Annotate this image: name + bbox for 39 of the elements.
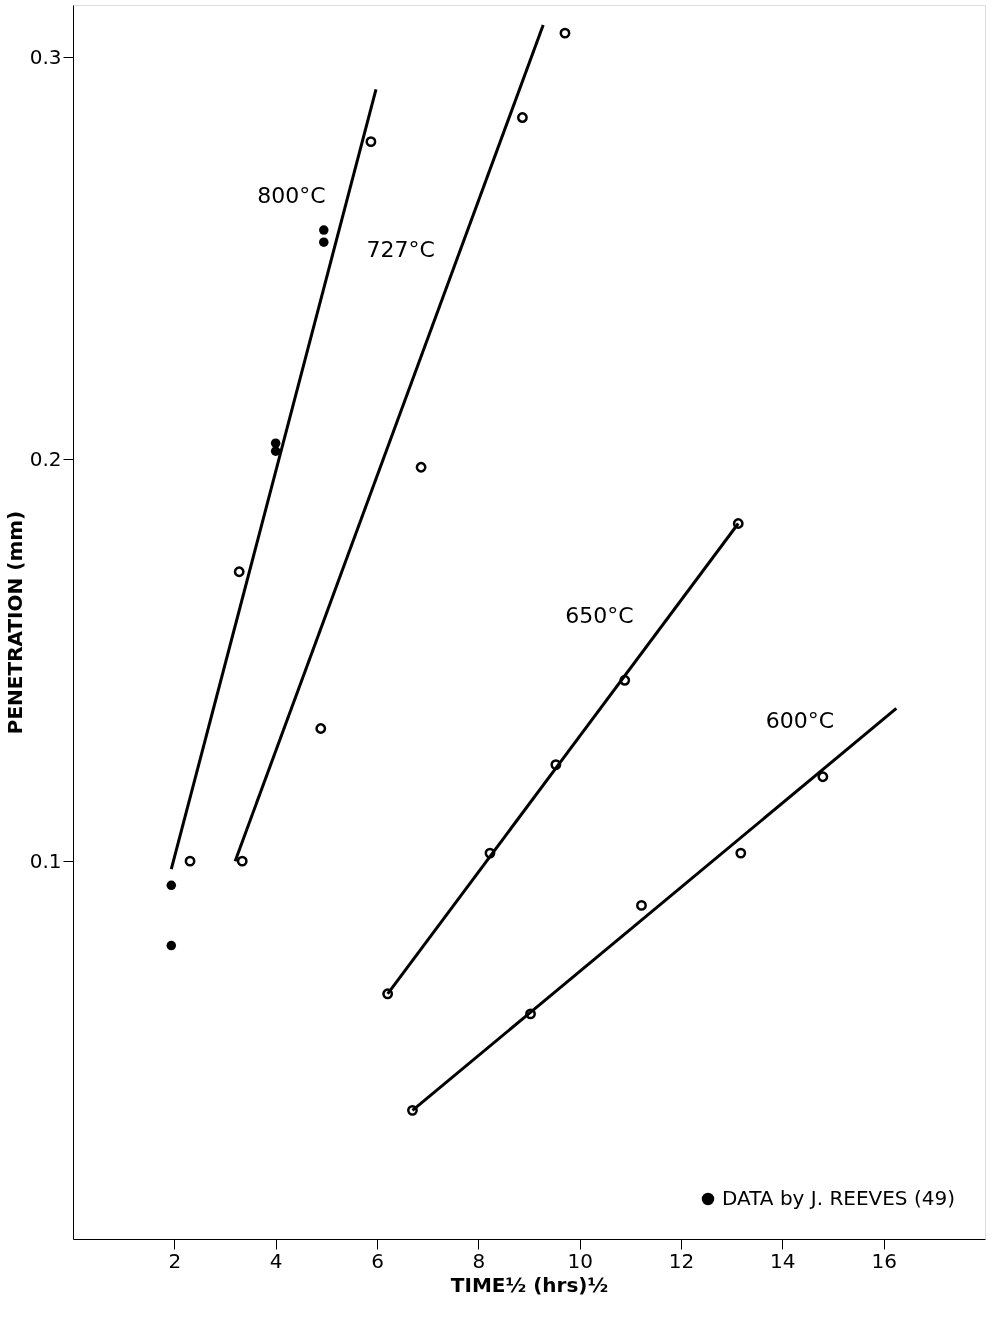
- point: [233, 566, 245, 578]
- annotation: 650°C: [565, 603, 634, 629]
- point: [619, 674, 631, 686]
- y-tick-label: 0.1: [29, 848, 62, 873]
- annotation: 600°C: [765, 707, 835, 733]
- x-tick-label: 16: [871, 1248, 897, 1273]
- point: [415, 461, 427, 473]
- annotation: 727°C: [366, 236, 435, 262]
- x-tick-label: 12: [668, 1248, 695, 1273]
- x-tick-label: 2: [168, 1248, 182, 1273]
- point: [484, 847, 496, 859]
- y-tick-label: 0.3: [29, 44, 62, 69]
- point: [817, 771, 829, 783]
- point: [236, 855, 248, 867]
- x-tick-label: 10: [567, 1248, 593, 1273]
- point: [735, 847, 747, 859]
- legend-label: DATA by J. REEVES (49): [722, 1186, 955, 1210]
- annotation: 800°C: [257, 183, 326, 209]
- point: [166, 940, 177, 951]
- point: [319, 237, 329, 247]
- point: [365, 136, 377, 148]
- point: [550, 759, 562, 771]
- x-axis-title: TIME½ (hrs)½: [450, 1272, 609, 1297]
- x-tick-label: 8: [472, 1248, 486, 1273]
- point: [270, 446, 281, 456]
- point: [516, 112, 528, 123]
- point: [636, 899, 647, 911]
- point: [559, 27, 571, 39]
- point: [315, 723, 327, 734]
- x-tick-label: 14: [770, 1248, 796, 1273]
- point: [184, 855, 196, 867]
- y-tick-label: 0.2: [29, 446, 62, 471]
- point: [270, 438, 281, 448]
- y-axis-title: PENETRATION (mm): [2, 510, 27, 735]
- point: [166, 880, 177, 891]
- x-tick-label: 4: [269, 1248, 283, 1273]
- point: [319, 225, 329, 235]
- point: [525, 1008, 536, 1020]
- x-tick-label: 6: [371, 1248, 384, 1273]
